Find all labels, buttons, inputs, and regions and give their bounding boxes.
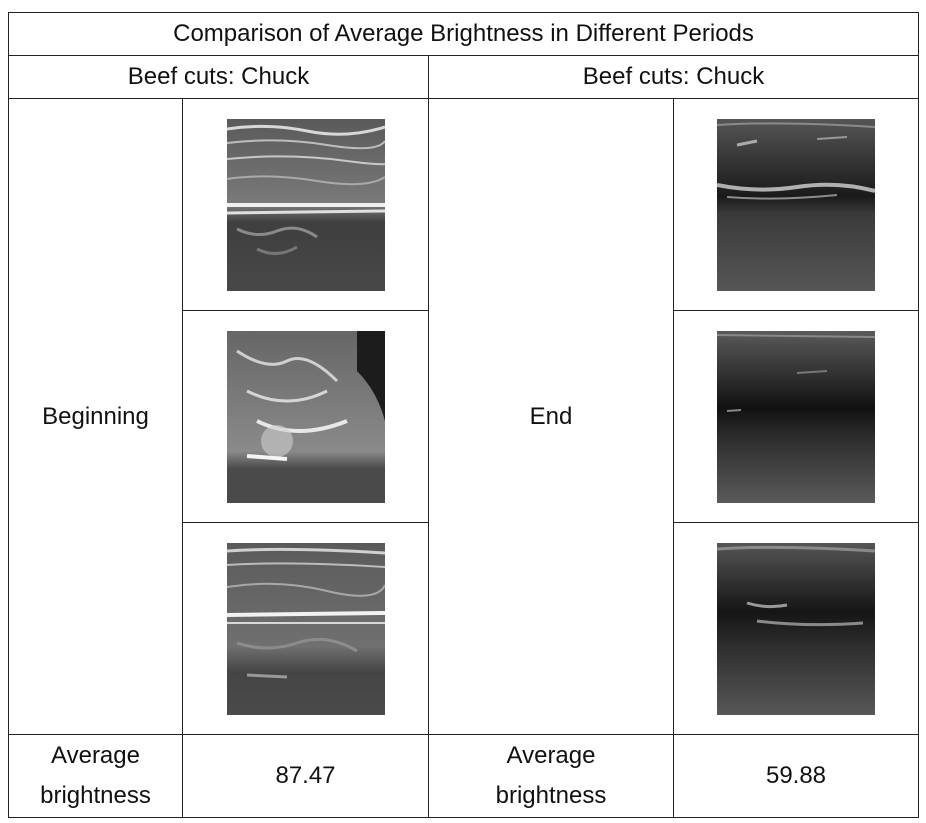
left-column-header: Beef cuts: Chuck: [8, 55, 429, 99]
avg-label-line2: brightness: [40, 782, 151, 809]
ultrasound-image-beginning-2: [226, 330, 385, 503]
comparison-table: Comparison of Average Brightness in Diff…: [7, 12, 920, 818]
ultrasound-image-beginning-1: [226, 118, 385, 291]
table-title: Comparison of Average Brightness in Diff…: [7, 12, 920, 56]
period-label-end: End: [428, 98, 674, 735]
period-label-beginning: Beginning: [8, 98, 183, 735]
avg-brightness-label-beginning: Average brightness: [8, 734, 183, 818]
avg-label-line2: brightness: [495, 782, 607, 809]
avg-brightness-value-beginning: 87.47: [182, 734, 429, 818]
ultrasound-image-end-3: [717, 542, 875, 715]
image-cell: [672, 310, 920, 523]
avg-label-line1: Average: [51, 742, 140, 769]
avg-brightness-value-end: 59.88: [672, 734, 920, 818]
avg-label-line1: Average: [506, 742, 596, 769]
image-cell: [182, 310, 429, 523]
avg-brightness-label-end: Average brightness: [428, 734, 674, 818]
image-cell: [672, 98, 920, 311]
ultrasound-image-end-1: [717, 118, 875, 291]
image-cell: [182, 522, 429, 735]
image-cell: [672, 522, 920, 735]
ultrasound-image-beginning-3: [226, 542, 385, 715]
ultrasound-image-end-2: [717, 330, 875, 503]
right-column-header: Beef cuts: Chuck: [427, 55, 920, 99]
image-cell: [182, 98, 429, 311]
